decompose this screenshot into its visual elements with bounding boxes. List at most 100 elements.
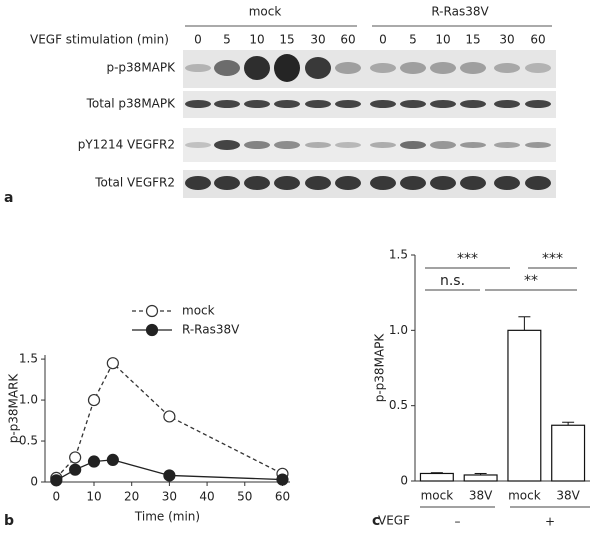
band (335, 62, 361, 74)
lane-label: 10 (249, 33, 264, 47)
row-label: Total VEGFR2 (94, 176, 175, 190)
x-axis-label: Time (min) (134, 510, 200, 524)
y-tick-label: 1.0 (389, 323, 408, 337)
band (370, 176, 396, 190)
marker (106, 453, 119, 466)
band (244, 56, 270, 80)
lane-label: 10 (435, 33, 450, 47)
band (335, 100, 361, 108)
band (525, 100, 551, 108)
x-tick-label: 20 (124, 490, 139, 504)
band (494, 63, 520, 73)
band (274, 54, 300, 82)
bar (551, 424, 586, 482)
band (460, 142, 486, 148)
group-label: + (545, 515, 555, 529)
band (400, 100, 426, 108)
row-label: Total p38MAPK (86, 97, 177, 111)
group-label: R-Ras38V (431, 5, 489, 19)
band (430, 141, 456, 149)
x-tick-label: mock (421, 489, 454, 503)
band (400, 141, 426, 149)
bar (419, 472, 454, 482)
y-tick-label: 0 (30, 475, 38, 489)
y-tick-label: 1.5 (389, 248, 408, 262)
marker (69, 451, 82, 464)
band (244, 176, 270, 190)
band (335, 176, 361, 190)
x-tick-label: 30 (162, 490, 177, 504)
legend-label: mock (182, 304, 215, 318)
band (430, 100, 456, 108)
band (274, 176, 300, 190)
bands (185, 54, 551, 190)
band (214, 176, 240, 190)
x-tick-label: mock (508, 489, 541, 503)
band (214, 140, 240, 150)
row-label: pY1214 VEGFR2 (78, 138, 175, 152)
band (525, 63, 551, 73)
band (370, 63, 396, 73)
y-axis-label: p-p38MARK (7, 373, 21, 444)
x-tick-label: 60 (275, 490, 290, 504)
band (494, 100, 520, 108)
lane-label: 0 (194, 33, 202, 47)
marker (106, 357, 119, 370)
band (305, 57, 331, 79)
band (460, 176, 486, 190)
lane-label: 60 (530, 33, 545, 47)
band (274, 141, 300, 149)
marker (163, 469, 176, 482)
marker (69, 463, 82, 476)
lane-label: 5 (409, 33, 417, 47)
band (305, 142, 331, 148)
y-tick-label: 0.5 (19, 434, 38, 448)
x-tick-label: 38V (556, 489, 580, 503)
band (400, 176, 426, 190)
x-tick-label: 0 (52, 490, 60, 504)
x-tick-label: 38V (469, 489, 493, 503)
y-tick-label: 0 (400, 474, 408, 488)
group-axis-label: VEGF (378, 514, 410, 528)
band (185, 100, 211, 108)
panel-label: a (4, 190, 13, 206)
panel-label: b (4, 513, 14, 529)
band (460, 100, 486, 108)
lane-label: 0 (379, 33, 387, 47)
significance-label: n.s. (440, 273, 465, 289)
lane-label: 30 (499, 33, 514, 47)
group-label: mock (249, 5, 282, 19)
significance-label: ** (524, 273, 538, 289)
stimulation-label: VEGF stimulation (min) (30, 33, 169, 47)
band (335, 142, 361, 148)
band (400, 62, 426, 74)
band (525, 142, 551, 148)
band (244, 100, 270, 108)
lane-label: 5 (223, 33, 231, 47)
band (244, 141, 270, 149)
marker (50, 474, 63, 487)
y-tick-label: 0.5 (389, 398, 408, 412)
x-tick-label: 40 (199, 490, 214, 504)
lane-label: 30 (310, 33, 325, 47)
y-axis-label: p-p38MAPK (373, 333, 387, 403)
lane-label: 15 (465, 33, 480, 47)
band (525, 176, 551, 190)
band (274, 100, 300, 108)
significance-label: *** (457, 251, 478, 267)
row-label: p-p38MAPK (106, 61, 176, 75)
band (214, 100, 240, 108)
marker (163, 410, 176, 423)
lane-label: 60 (340, 33, 355, 47)
band (430, 176, 456, 190)
band (185, 176, 211, 190)
band (370, 100, 396, 108)
y-tick-label: 1.0 (19, 393, 38, 407)
legend-label: R-Ras38V (182, 323, 240, 337)
band (494, 142, 520, 148)
marker (276, 473, 289, 486)
x-tick-label: 50 (237, 490, 252, 504)
band (214, 60, 240, 76)
